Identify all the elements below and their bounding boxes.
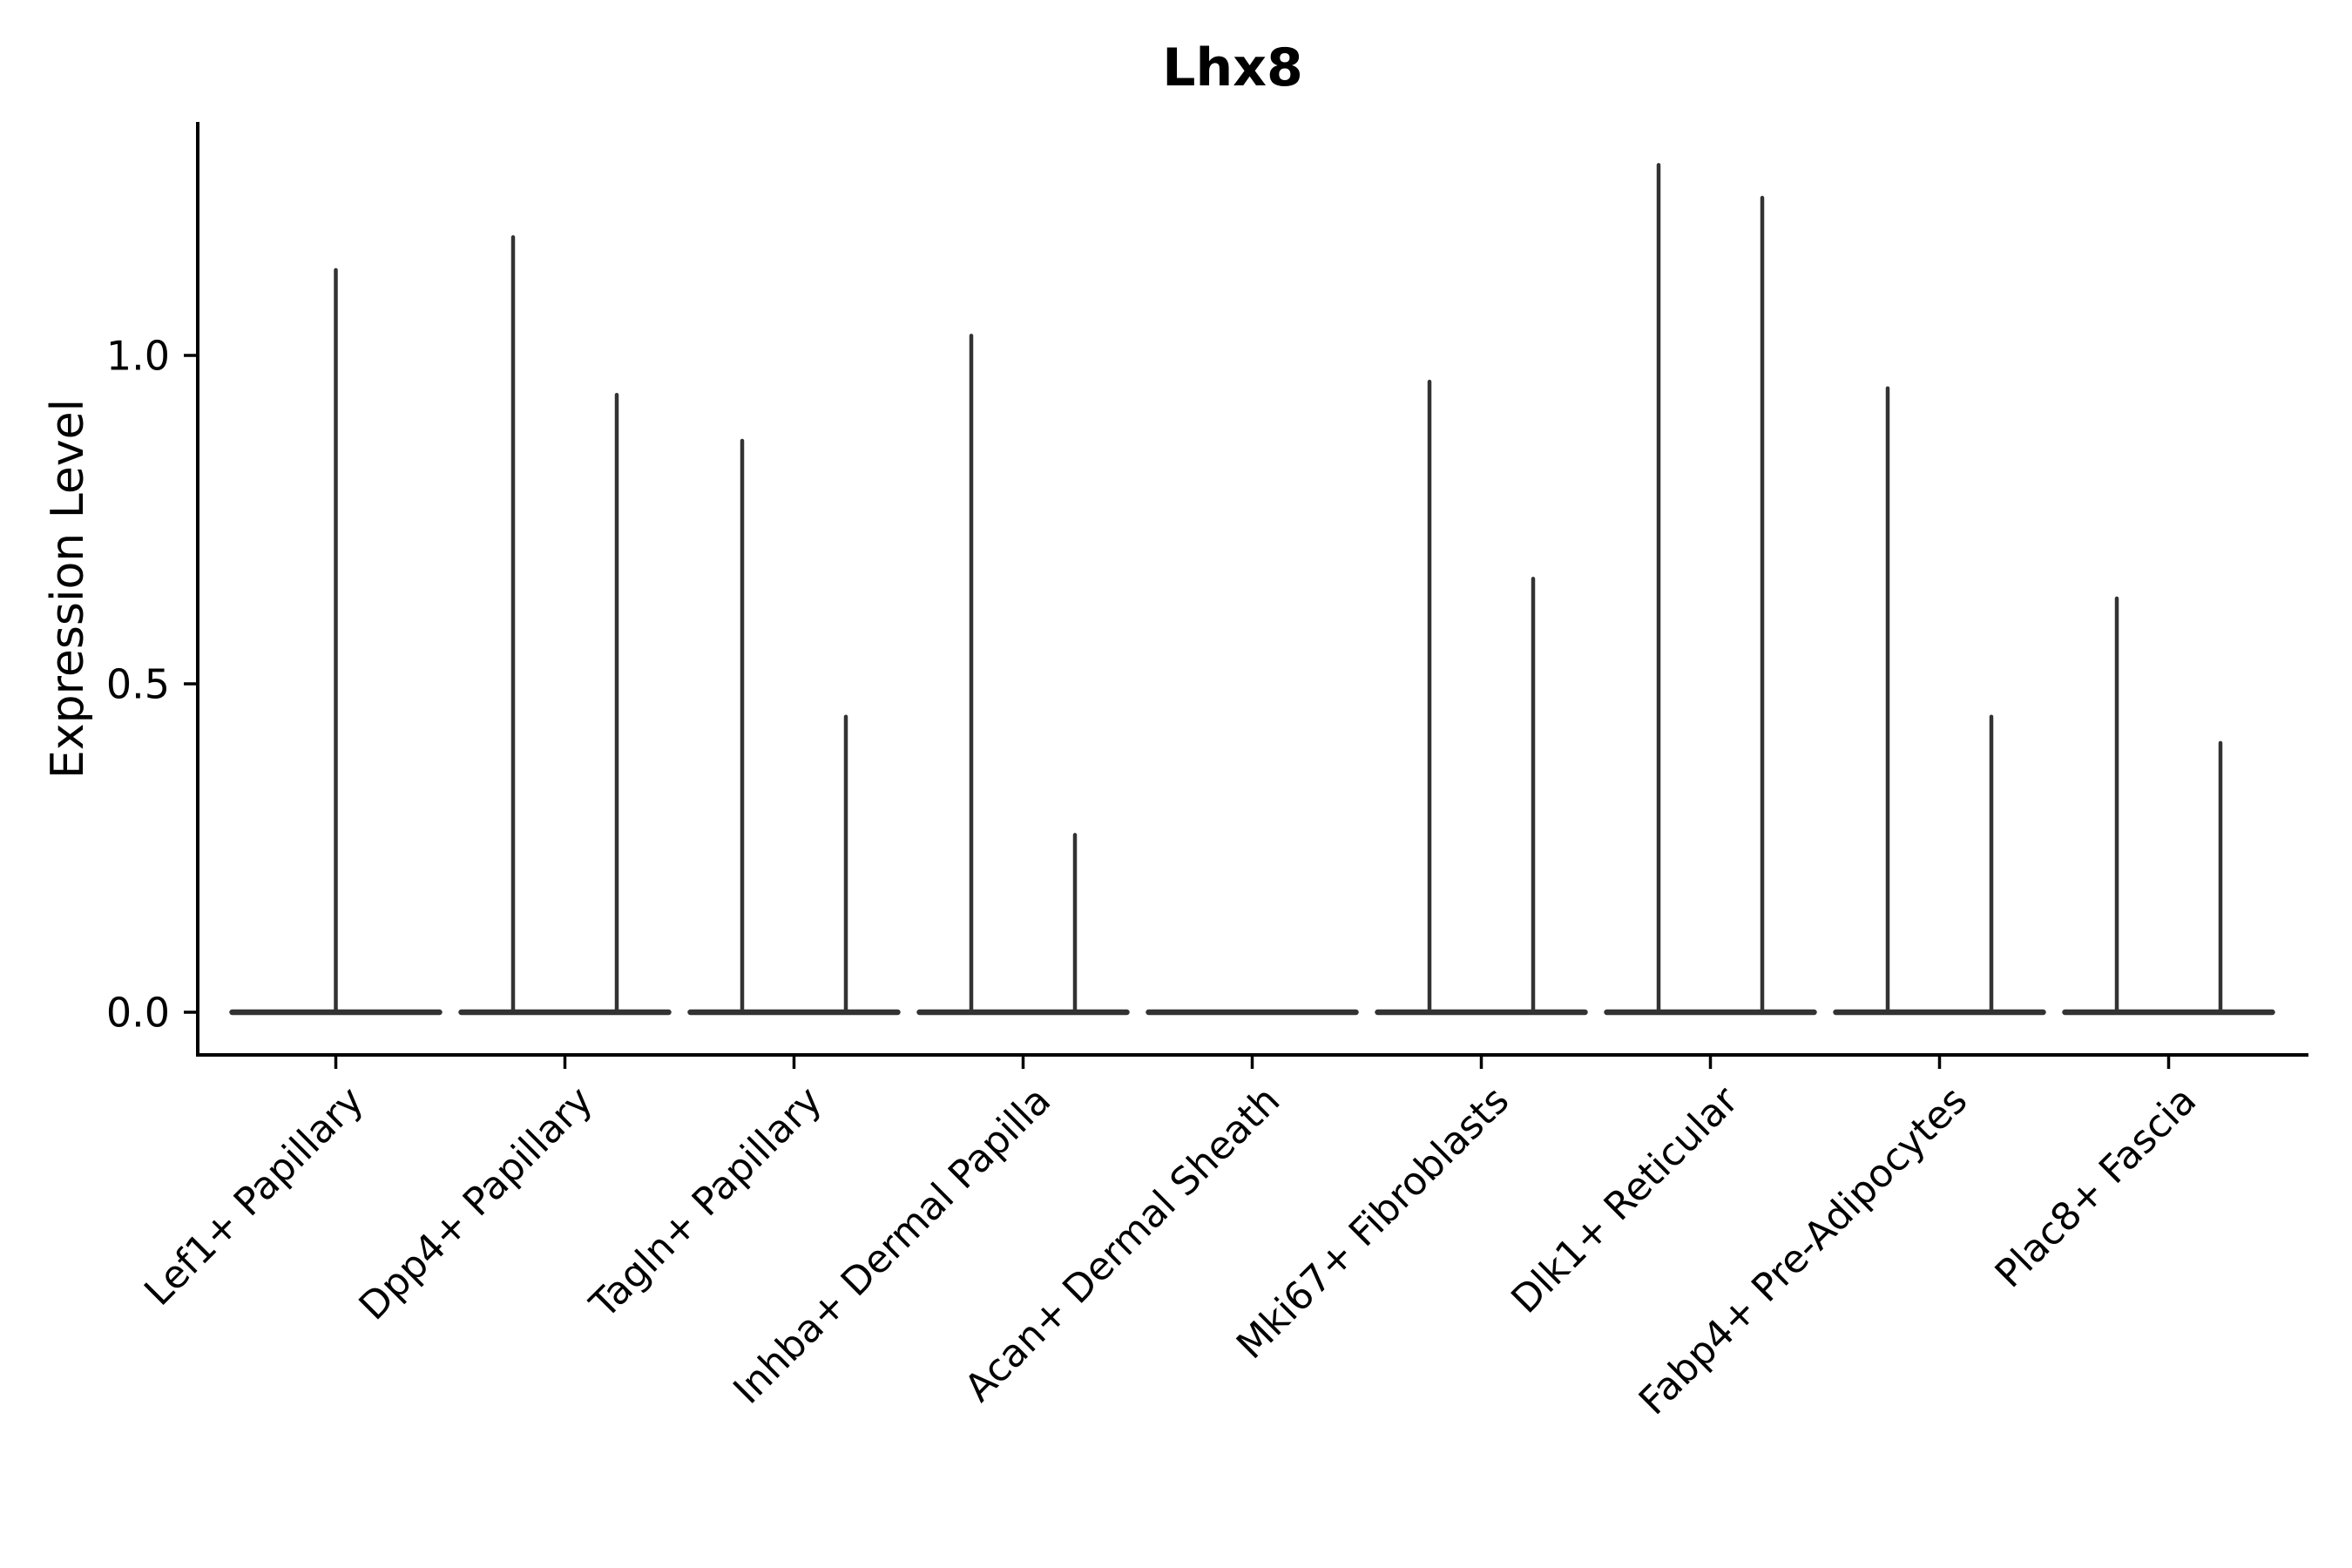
y-tick-label: 1.0 bbox=[106, 333, 170, 380]
x-tick-label: Tagln+ Papillary bbox=[581, 1078, 830, 1328]
y-tick-labels: 0.0 0.5 1.0 bbox=[106, 333, 198, 1037]
y-tick-label: 0.0 bbox=[106, 990, 170, 1037]
violin-group bbox=[916, 334, 1130, 1016]
x-tick-label: Dpp4+ Papillary bbox=[351, 1078, 602, 1329]
violin-group bbox=[458, 235, 672, 1016]
violins bbox=[229, 163, 2275, 1016]
violin-group bbox=[1833, 386, 2046, 1016]
violin-group bbox=[687, 438, 901, 1016]
x-tick-label: Plac8+ Fascia bbox=[1987, 1078, 2206, 1297]
violin-group bbox=[229, 267, 443, 1016]
y-tick-label: 0.5 bbox=[106, 661, 170, 708]
violin-group bbox=[2062, 596, 2275, 1016]
axes bbox=[196, 122, 2308, 1057]
violin-group bbox=[1375, 379, 1588, 1016]
x-tick-label: Dlk1+ Reticular bbox=[1503, 1078, 1747, 1322]
chart-title: Lhx8 bbox=[1162, 37, 1302, 98]
y-axis-label: Expression Level bbox=[42, 399, 94, 779]
violin-group bbox=[1604, 163, 1817, 1016]
x-tick-label: Lef1+ Papillary bbox=[136, 1078, 372, 1315]
axis-spines bbox=[196, 122, 2308, 1057]
